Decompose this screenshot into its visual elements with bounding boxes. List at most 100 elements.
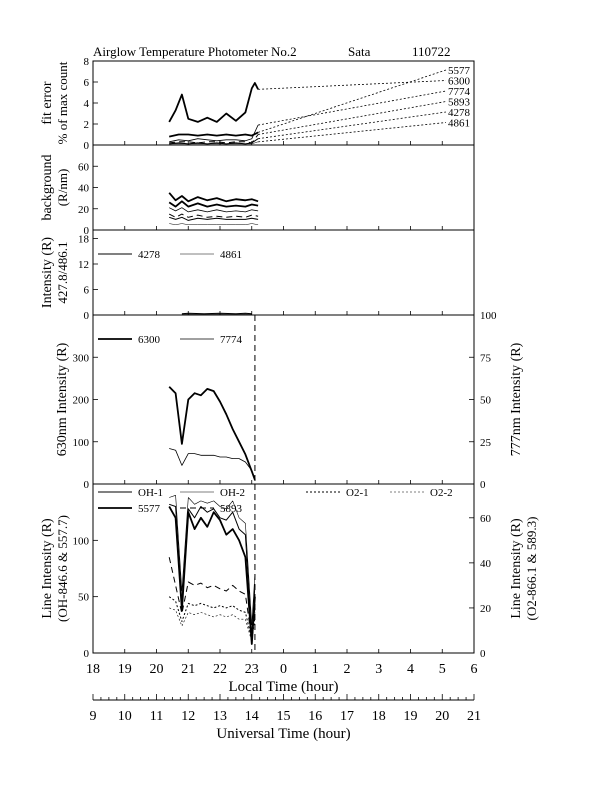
legend-label-6300: 6300 (138, 334, 161, 346)
local-time-tick-label: 20 (150, 662, 164, 677)
legend-label-6300: 6300 (448, 76, 471, 88)
y-tick-label: 100 (73, 437, 90, 449)
ut-tick-label: 17 (340, 709, 354, 724)
series-line-5577 (168, 200, 259, 208)
local-time-tick-label: 22 (213, 662, 227, 677)
legend-label-oh-1: OH-1 (138, 487, 163, 499)
legend-label-7774: 7774 (220, 334, 243, 346)
local-time-tick-label: 19 (118, 662, 132, 677)
local-time-tick-label: 23 (245, 662, 259, 677)
y-axis-label: Line Intensity (R) (40, 518, 55, 619)
ut-tick-label: 19 (404, 709, 418, 724)
series-line-7774 (169, 448, 256, 480)
ut-tick-label: 15 (277, 709, 291, 724)
y-right-axis-label: 777nm Intensity (R) (509, 342, 524, 456)
y-tick-label: 18 (78, 234, 90, 246)
panel-intensity-427-486: 0 6 12 18 Intensity (R) 427.8/486.1 4278 4861 (40, 229, 475, 322)
legend-label-o2-1: O2-1 (346, 487, 369, 499)
legend-label-7774: 7774 (448, 86, 471, 98)
series-line-4861 (169, 223, 259, 225)
legend-label-4278: 4278 (448, 107, 471, 119)
y-right-tick-label: 50 (480, 395, 492, 407)
series-group (181, 312, 252, 315)
series-line-4861 (169, 141, 259, 145)
series-line-5893 (168, 213, 259, 218)
local-time-tick-label: 4 (407, 662, 414, 677)
series-group (168, 386, 256, 481)
ut-tick-label: 16 (308, 709, 322, 724)
legend-label-5893: 5893 (220, 503, 243, 515)
y-right-tick-label: 20 (480, 603, 492, 615)
ut-tick-label: 21 (467, 709, 481, 724)
local-time-tick-label: 6 (471, 662, 478, 677)
legend-label-4861: 4861 (448, 118, 470, 130)
y-right-tick-label: 0 (480, 479, 486, 491)
ut-tick-label: 14 (245, 709, 259, 724)
y-tick-label: 2 (84, 119, 90, 131)
y-tick-label: 0 (84, 140, 90, 152)
legend-leader (257, 69, 447, 133)
series-group (168, 192, 259, 225)
y-tick-label: 60 (78, 161, 90, 173)
y-tick-label: 0 (84, 479, 90, 491)
y-axis-label-secondary: 427.8/486.1 (55, 241, 70, 303)
y-axis-label-secondary: (OH-846.6 & 557.7) (55, 515, 70, 622)
y-tick-label: 8 (84, 56, 90, 68)
series-line-6300 (168, 386, 256, 481)
local-time-tick-label: 2 (344, 662, 351, 677)
series-group (168, 494, 256, 645)
series-line-5893 (168, 557, 256, 640)
y-right-axis-label-secondary: (O2-866.1 & 589.3) (524, 517, 539, 621)
ut-tick-label: 18 (372, 709, 386, 724)
legend-leader (258, 90, 447, 126)
series-line-7774 (169, 124, 259, 143)
y-axis-label: Intensity (R) (40, 237, 55, 308)
panel-fit-error: 0 2 4 6 8 fit error% of max count 557763007774… (40, 56, 475, 152)
legend-label-5577: 5577 (448, 65, 471, 77)
local-time-tick-label: 18 (86, 662, 100, 677)
legend-label-oh-2: OH-2 (220, 487, 245, 499)
legend-label-4278: 4278 (138, 249, 161, 261)
y-right-tick-label: 25 (480, 437, 492, 449)
figure-date-code: 110722 (412, 44, 451, 59)
local-time-tick-label: 1 (312, 662, 319, 677)
series-line-5577 (168, 506, 256, 645)
ut-tick-label: 11 (150, 709, 163, 724)
legend-label-o2-2: O2-2 (430, 487, 453, 499)
y-axis-label-secondary: (R/nm) (55, 169, 70, 207)
figure-header: Airglow Temperature Photometer No.2 Sata… (93, 44, 451, 59)
y-right-axis-label: Line Intensity (R) (509, 518, 524, 619)
y-axis-label-secondary: % of max count (55, 61, 70, 144)
legend-label-4861: 4861 (220, 249, 242, 261)
panel-frame (92, 229, 475, 316)
y-tick-label: 50 (78, 592, 90, 604)
local-time-tick-label: 21 (181, 662, 195, 677)
y-tick-label: 4 (84, 98, 90, 110)
figure-title: Airglow Temperature Photometer No.2 (93, 44, 297, 59)
ut-tick-label: 12 (181, 709, 195, 724)
series-line-o2-2 (169, 607, 256, 643)
series-line-5893 (169, 134, 259, 144)
y-tick-label: 40 (78, 183, 90, 195)
panel-background: 0 20 40 60 background (R/nm) (40, 144, 475, 237)
legend-label-5893: 5893 (448, 97, 471, 109)
universal-time-axis: 9 10 11 12 13 14 15 16 17 18 19 20 21 Universal Time … (90, 694, 481, 742)
y-tick-label: 0 (84, 648, 90, 660)
ut-tick-label: 20 (435, 709, 449, 724)
local-time-tick-label: 0 (280, 662, 287, 677)
series-line-4278 (169, 216, 259, 221)
y-right-tick-label: 60 (480, 513, 492, 525)
y-right-tick-label: 100 (480, 310, 497, 322)
ut-axis-label: Universal Time (hour) (216, 726, 350, 742)
y-tick-label: 0 (84, 225, 90, 237)
panel-frame (92, 144, 475, 231)
series-line-5577 (169, 131, 259, 138)
series-line-7774 (169, 207, 259, 213)
local-time-tick-label: 3 (375, 662, 382, 677)
figure-site: Sata (348, 44, 371, 59)
legend-label-5577: 5577 (138, 503, 161, 515)
